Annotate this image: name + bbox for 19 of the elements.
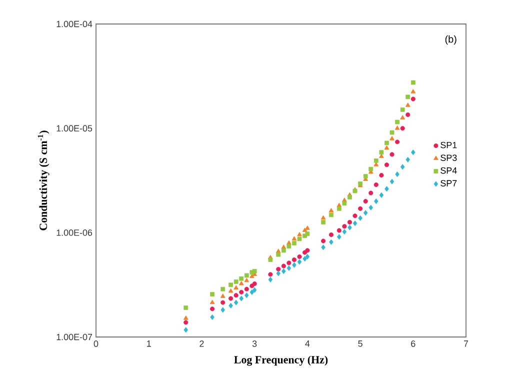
- legend-label: SP3: [440, 154, 457, 161]
- x-tick-label: 5: [358, 340, 362, 347]
- y-tick-label: 1.00E-05: [56, 125, 92, 132]
- legend-label: SP1: [440, 142, 457, 148]
- y-tick-label: 1.00E-04: [56, 20, 92, 28]
- x-tick-label: 4: [305, 340, 310, 347]
- x-tick-label: 3: [252, 340, 257, 347]
- y-axis-title: Conductivity (S cm$^{-1}$): [38, 130, 50, 230]
- legend-label: SP7: [440, 180, 457, 186]
- x-axis-title: Log Frequency (Hz): [234, 356, 328, 366]
- legend-label: SP4: [440, 167, 457, 174]
- y-tick-label: 1.00E-06: [56, 229, 92, 236]
- x-tick-label: 6: [411, 340, 416, 347]
- x-tick-label: 0: [94, 340, 98, 347]
- x-tick-label: 7: [464, 340, 468, 347]
- y-tick-label: 1.00E-07: [56, 334, 92, 340]
- annotation: (b): [445, 35, 456, 45]
- x-tick-label: 1: [147, 340, 151, 347]
- x-tick-label: 2: [200, 340, 204, 347]
